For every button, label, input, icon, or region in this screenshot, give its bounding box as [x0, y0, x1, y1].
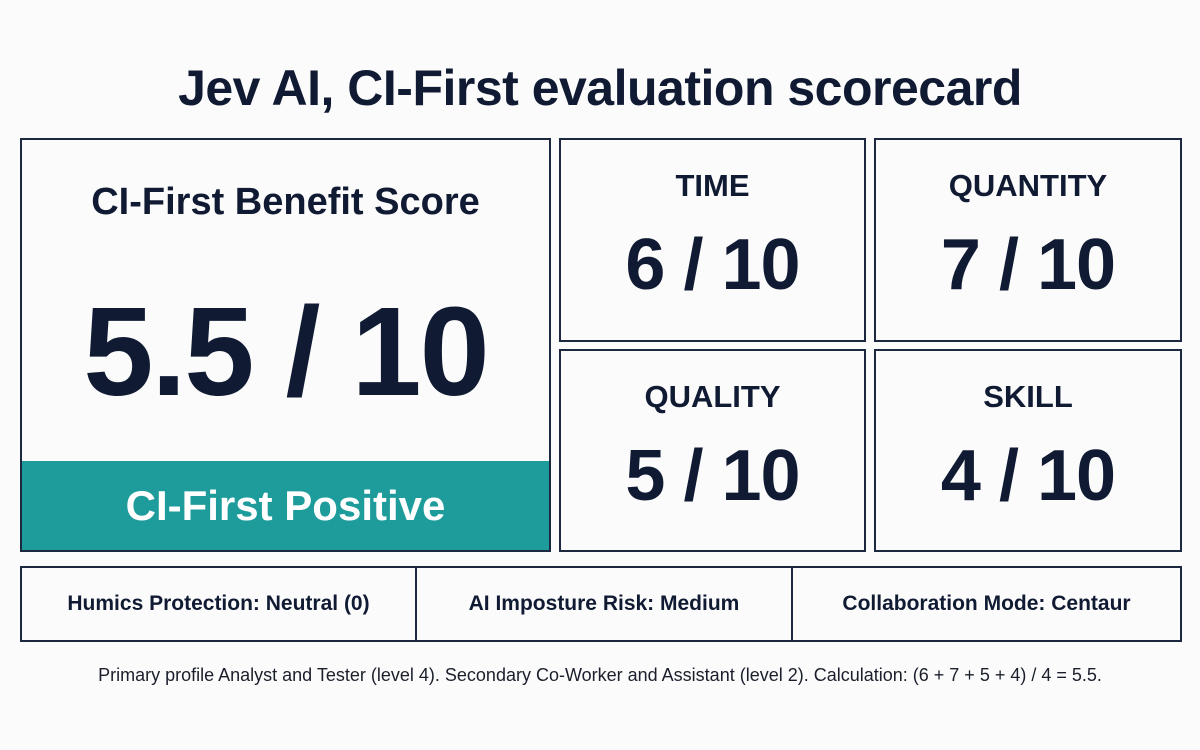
metric-card-skill: SKILL 4 / 10 — [874, 349, 1182, 552]
metric-value-quality: 5 / 10 — [625, 436, 800, 516]
metric-label-time: TIME — [675, 168, 750, 203]
collaboration-mode-status: Collaboration Mode: Centaur — [791, 568, 1180, 640]
page-title: Jev AI, CI-First evaluation scorecard — [178, 60, 1022, 116]
metric-value-skill: 4 / 10 — [940, 436, 1116, 516]
calculation-footnote: Primary profile Analyst and Tester (leve… — [98, 665, 1102, 685]
metric-label-quantity: QUANTITY — [948, 168, 1108, 203]
verdict-banner: CI-First Positive — [22, 461, 549, 550]
metric-card-time: TIME 6 / 10 — [559, 138, 866, 342]
overall-score-value: 5.5 / 10 — [83, 281, 489, 422]
status-row: Humics Protection: Neutral (0) AI Impost… — [20, 566, 1182, 642]
metric-value-time: 6 / 10 — [625, 225, 800, 305]
metric-label-skill: SKILL — [983, 379, 1073, 414]
overall-score-label: CI-First Benefit Score — [91, 181, 480, 223]
humics-protection-status: Humics Protection: Neutral (0) — [67, 592, 370, 615]
metric-label-quality: QUALITY — [644, 379, 781, 414]
metric-card-quantity: QUANTITY 7 / 10 — [874, 138, 1182, 342]
metric-card-quality: QUALITY 5 / 10 — [559, 349, 866, 552]
metric-value-quantity: 7 / 10 — [940, 225, 1116, 305]
ai-imposture-risk-status: AI Imposture Risk: Medium — [415, 568, 791, 640]
